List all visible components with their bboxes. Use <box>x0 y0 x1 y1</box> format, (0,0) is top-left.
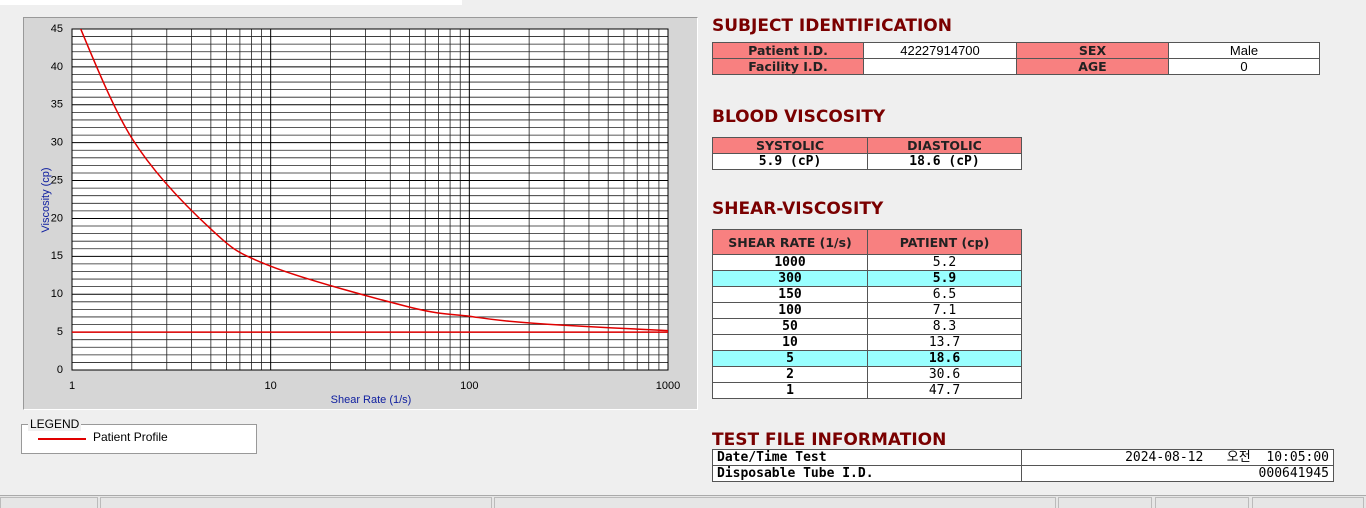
status-pane <box>494 497 1056 508</box>
plot-layer <box>72 29 668 333</box>
value-cell <box>863 58 1017 75</box>
shear-rate-cell: 150 <box>712 286 868 303</box>
x-tick-label: 100 <box>460 380 478 392</box>
shear-rate-cell: 5 <box>712 350 868 367</box>
table-row: 1 47.7 <box>712 382 1022 399</box>
blood-table: SYSTOLIC DIASTOLIC 5.9 (cP) 18.6 (cP) <box>712 137 1022 170</box>
status-pane <box>0 497 98 508</box>
x-axis-label: Shear Rate (1/s) <box>331 394 412 406</box>
status-bar <box>0 495 1366 508</box>
table-row: 150 6.5 <box>712 286 1022 303</box>
viscosity-cell: 8.3 <box>867 318 1022 335</box>
x-tick-label: 1000 <box>656 380 680 392</box>
section-title: SHEAR-VISCOSITY <box>712 199 884 219</box>
y-tick-label: 5 <box>57 326 63 338</box>
chart: Shear Rate (1/s) Viscosity (cp) 0 5 10 15 20… <box>40 23 680 406</box>
shear-rate-cell: 100 <box>712 302 868 319</box>
top-strip <box>0 0 462 5</box>
section-title: SUBJECT IDENTIFICATION <box>712 16 952 36</box>
y-tick-label: 0 <box>57 364 63 376</box>
table-row: 5 18.6 <box>712 350 1022 367</box>
plot-border <box>71 28 669 371</box>
status-pane <box>1155 497 1249 508</box>
label-cell: AGE <box>1016 58 1169 75</box>
value-cell: 18.6 (cP) <box>867 153 1022 170</box>
table-row: 1000 5.2 <box>712 254 1022 271</box>
label-cell: SEX <box>1016 42 1169 59</box>
series-line <box>79 29 668 332</box>
section-title: TEST FILE INFORMATION <box>712 430 947 450</box>
header-cell: SYSTOLIC <box>712 137 868 154</box>
section-title: BLOOD VISCOSITY <box>712 107 886 127</box>
value-cell: 5.9 (cP) <box>712 153 868 170</box>
label-cell: Date/Time Test <box>712 449 1022 466</box>
viscosity-cell: 30.6 <box>867 366 1022 383</box>
viscosity-cell: 5.9 <box>867 270 1022 287</box>
y-tick-label: 10 <box>51 288 63 300</box>
x-tick-label: 10 <box>265 380 277 392</box>
table-row: 100 7.1 <box>712 302 1022 319</box>
legend-swatch <box>38 438 86 440</box>
value-cell: 2024-08-12 오전 10:05:00 <box>1021 449 1334 466</box>
viscosity-cell: 13.7 <box>867 334 1022 351</box>
y-tick-label: 45 <box>51 23 63 35</box>
label-cell: Facility I.D. <box>712 58 864 75</box>
header-cell: PATIENT (cp) <box>867 229 1022 255</box>
shear-rate-cell: 10 <box>712 334 868 351</box>
label-cell: Patient I.D. <box>712 42 864 59</box>
viscosity-cell: 7.1 <box>867 302 1022 319</box>
viscosity-cell: 6.5 <box>867 286 1022 303</box>
value-cell: 0 <box>1168 58 1320 75</box>
table-row: 50 8.3 <box>712 318 1022 335</box>
shear-rate-cell: 1000 <box>712 254 868 271</box>
test-file-table: Date/Time Test 2024-08-12 오전 10:05:00 Dis… <box>712 449 1334 482</box>
value-cell: 000641945 <box>1021 465 1334 482</box>
legend-title: LEGEND <box>28 417 82 431</box>
table-row: 300 5.9 <box>712 270 1022 287</box>
legend-label: Patient Profile <box>93 430 168 444</box>
y-tick-label: 15 <box>51 250 63 262</box>
shear-rate-cell: 1 <box>712 382 868 399</box>
y-tick-label: 30 <box>51 137 63 149</box>
subject-table: Patient I.D. 42227914700 SEX Male Facility … <box>712 42 1320 75</box>
table-row: 2 30.6 <box>712 366 1022 383</box>
y-tick-label: 20 <box>51 212 63 224</box>
header-cell: SHEAR RATE (1/s) <box>712 229 868 255</box>
value-cell: 42227914700 <box>863 42 1017 59</box>
y-axis-label: Viscosity (cp) <box>40 167 52 232</box>
plot-area <box>72 29 668 370</box>
y-tick-label: 35 <box>51 99 63 111</box>
status-pane <box>1252 497 1364 508</box>
viscosity-cell: 5.2 <box>867 254 1022 271</box>
shear-rate-cell: 300 <box>712 270 868 287</box>
status-pane <box>1058 497 1152 508</box>
value-cell: Male <box>1168 42 1320 59</box>
shear-table: SHEAR RATE (1/s) PATIENT (cp) 1000 5.2 300 5… <box>712 229 1022 399</box>
shear-rate-cell: 50 <box>712 318 868 335</box>
label-cell: Disposable Tube I.D. <box>712 465 1022 482</box>
status-pane <box>100 497 492 508</box>
legend: LEGEND Patient Profile <box>21 417 257 454</box>
y-tick-label: 40 <box>51 61 63 73</box>
table-row: 10 13.7 <box>712 334 1022 351</box>
y-tick-label: 25 <box>51 174 63 186</box>
x-tick-label: 1 <box>69 380 75 392</box>
shear-rate-cell: 2 <box>712 366 868 383</box>
header-cell: DIASTOLIC <box>867 137 1022 154</box>
viscosity-cell: 47.7 <box>867 382 1022 399</box>
viscosity-cell: 18.6 <box>867 350 1022 367</box>
